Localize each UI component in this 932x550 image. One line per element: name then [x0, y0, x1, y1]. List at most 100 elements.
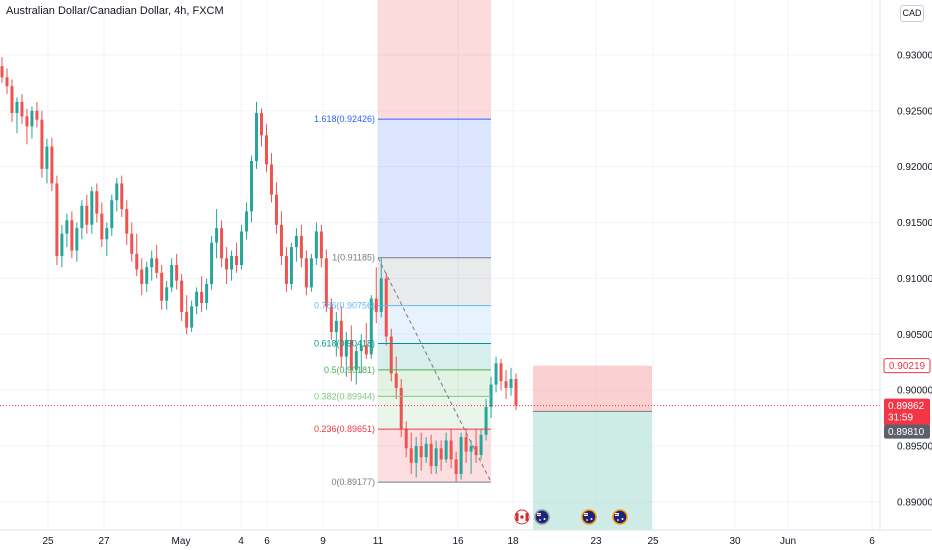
candle-body [185, 311, 189, 328]
candle-body [0, 66, 4, 78]
candle-body [284, 256, 288, 284]
candle-body [195, 291, 199, 307]
candle-body [424, 443, 428, 458]
star-icon [586, 519, 588, 521]
price-tick-label: 0.93000 [897, 50, 932, 61]
fib-retracement[interactable]: 1.618(0.92426) 1(0.91185) 0.786(0.90756) 0.… [314, 114, 492, 487]
candle-body [45, 146, 49, 169]
fib-level-label: 0.5(0.90181) [324, 365, 375, 375]
candle-body [329, 306, 333, 333]
candle-body [245, 211, 249, 232]
candle-body [499, 363, 503, 382]
time-tick-label: 16 [452, 536, 464, 547]
candle-body [474, 446, 478, 455]
fib-zone-band [378, 396, 491, 430]
candle-body [230, 256, 234, 270]
price-tick-label: 0.92000 [897, 162, 932, 173]
last-price-badge-label: 0.89862 [888, 401, 925, 412]
price-tick-label: 0.91500 [897, 218, 932, 229]
candle-body [250, 161, 254, 212]
candle-body [384, 278, 388, 337]
fib-level-label: 0(0.89177) [331, 477, 375, 487]
candle-body [434, 448, 438, 467]
time-tick-label: 23 [590, 536, 602, 547]
star-icon [617, 519, 619, 521]
fib-zone-band [378, 429, 491, 483]
candle-body [439, 448, 443, 460]
candle-body [200, 291, 204, 303]
entry-price-badge-label: 0.89810 [888, 427, 925, 438]
time-axis[interactable]: 25 27 May 4 6 9 11 16 18 23 25 30 Jun 6 [0, 529, 932, 550]
time-tick-label: 27 [98, 536, 110, 547]
time-tick-label: May [172, 536, 191, 547]
price-axis[interactable]: 0.93000 0.92500 0.92000 0.91500 0.91000 0.905… [879, 0, 932, 550]
star-icon [590, 518, 593, 520]
candle-body [289, 247, 293, 284]
time-tick-label: 18 [507, 536, 519, 547]
time-tick-label: 11 [373, 536, 384, 547]
candle-body [175, 265, 179, 281]
candle-body [359, 345, 363, 352]
currency-button[interactable]: CAD [900, 5, 924, 22]
price-axis-bg [880, 0, 932, 550]
star-icon [621, 518, 624, 520]
candle-body [319, 231, 323, 259]
time-tick-label: 25 [42, 536, 54, 547]
candle-body [304, 258, 308, 288]
candle-body [294, 235, 298, 248]
candle-body [5, 77, 9, 87]
candle-body [120, 183, 124, 210]
candle-body [454, 459, 458, 474]
time-tick-label: 6 [869, 536, 875, 547]
event-markers[interactable] [514, 509, 628, 525]
candle-body [115, 183, 119, 201]
candle-body [20, 101, 24, 117]
candle-body [145, 267, 149, 284]
candle-body [269, 164, 273, 195]
candle-body [75, 228, 79, 251]
candle-body [235, 256, 239, 265]
fib-level-label: 0.786(0.90756) [314, 301, 375, 311]
price-tick-label: 0.90000 [897, 386, 932, 397]
candle-body [55, 183, 59, 257]
fib-level-label: 1.618(0.92426) [314, 114, 375, 124]
candle-body [509, 378, 513, 388]
stop-price-badge-label: 0.90219 [889, 361, 926, 372]
candle-body [334, 320, 338, 333]
australia-flag-icon[interactable] [612, 509, 628, 525]
price-tick-label: 0.89500 [897, 442, 932, 453]
candle-body [389, 336, 393, 374]
candle-body [404, 429, 408, 449]
time-tick-label: 9 [320, 536, 326, 547]
candle-body [279, 224, 283, 257]
candle-body [314, 231, 318, 259]
candle-body [324, 258, 328, 307]
stop-price-badge [883, 358, 931, 374]
fib-zone-top [378, 0, 491, 120]
candle-body [205, 283, 209, 303]
candle-body [105, 228, 109, 240]
fib-zone-band [378, 343, 491, 370]
candle-body [220, 228, 224, 259]
candle-body [215, 228, 219, 243]
candle-body [344, 339, 348, 357]
australia-flag-icon[interactable] [534, 509, 550, 525]
australia-flag-icon[interactable] [581, 509, 597, 525]
candle-body [10, 86, 14, 114]
candle-body [95, 191, 99, 214]
candle-body [80, 205, 84, 229]
candle-body [259, 113, 263, 136]
candle-body [190, 306, 194, 328]
candle-body [180, 280, 184, 312]
candle-body [469, 446, 473, 452]
candle-body [110, 200, 114, 229]
fib-level-label: 0.382(0.89944) [314, 391, 375, 401]
candle-body [299, 235, 303, 259]
candle-body [70, 220, 74, 251]
candle-body [130, 233, 134, 254]
time-tick-label: 6 [264, 536, 270, 547]
candle-body [165, 287, 169, 301]
candle-body [449, 440, 453, 460]
fib-level-label: 0.236(0.89651) [314, 424, 375, 434]
